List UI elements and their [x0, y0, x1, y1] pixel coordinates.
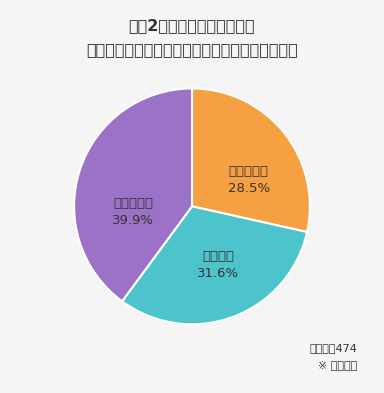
Text: マンション
28.5%: マンション 28.5% [228, 165, 270, 195]
Text: ※ 複数回答: ※ 複数回答 [318, 360, 357, 371]
Wedge shape [192, 88, 310, 232]
Text: アパート
31.6%: アパート 31.6% [197, 250, 239, 280]
Text: 戸建て賃貸
39.9%: 戸建て賃貸 39.9% [112, 197, 154, 227]
Text: 質問2　所有している人は、: 質問2 所有している人は、 [129, 18, 255, 33]
Text: 回答数：474: 回答数：474 [309, 343, 357, 353]
Wedge shape [122, 206, 307, 324]
Wedge shape [74, 88, 192, 301]
Text: その旧耐震の所有物件の種類を教えてください。: その旧耐震の所有物件の種類を教えてください。 [86, 42, 298, 57]
